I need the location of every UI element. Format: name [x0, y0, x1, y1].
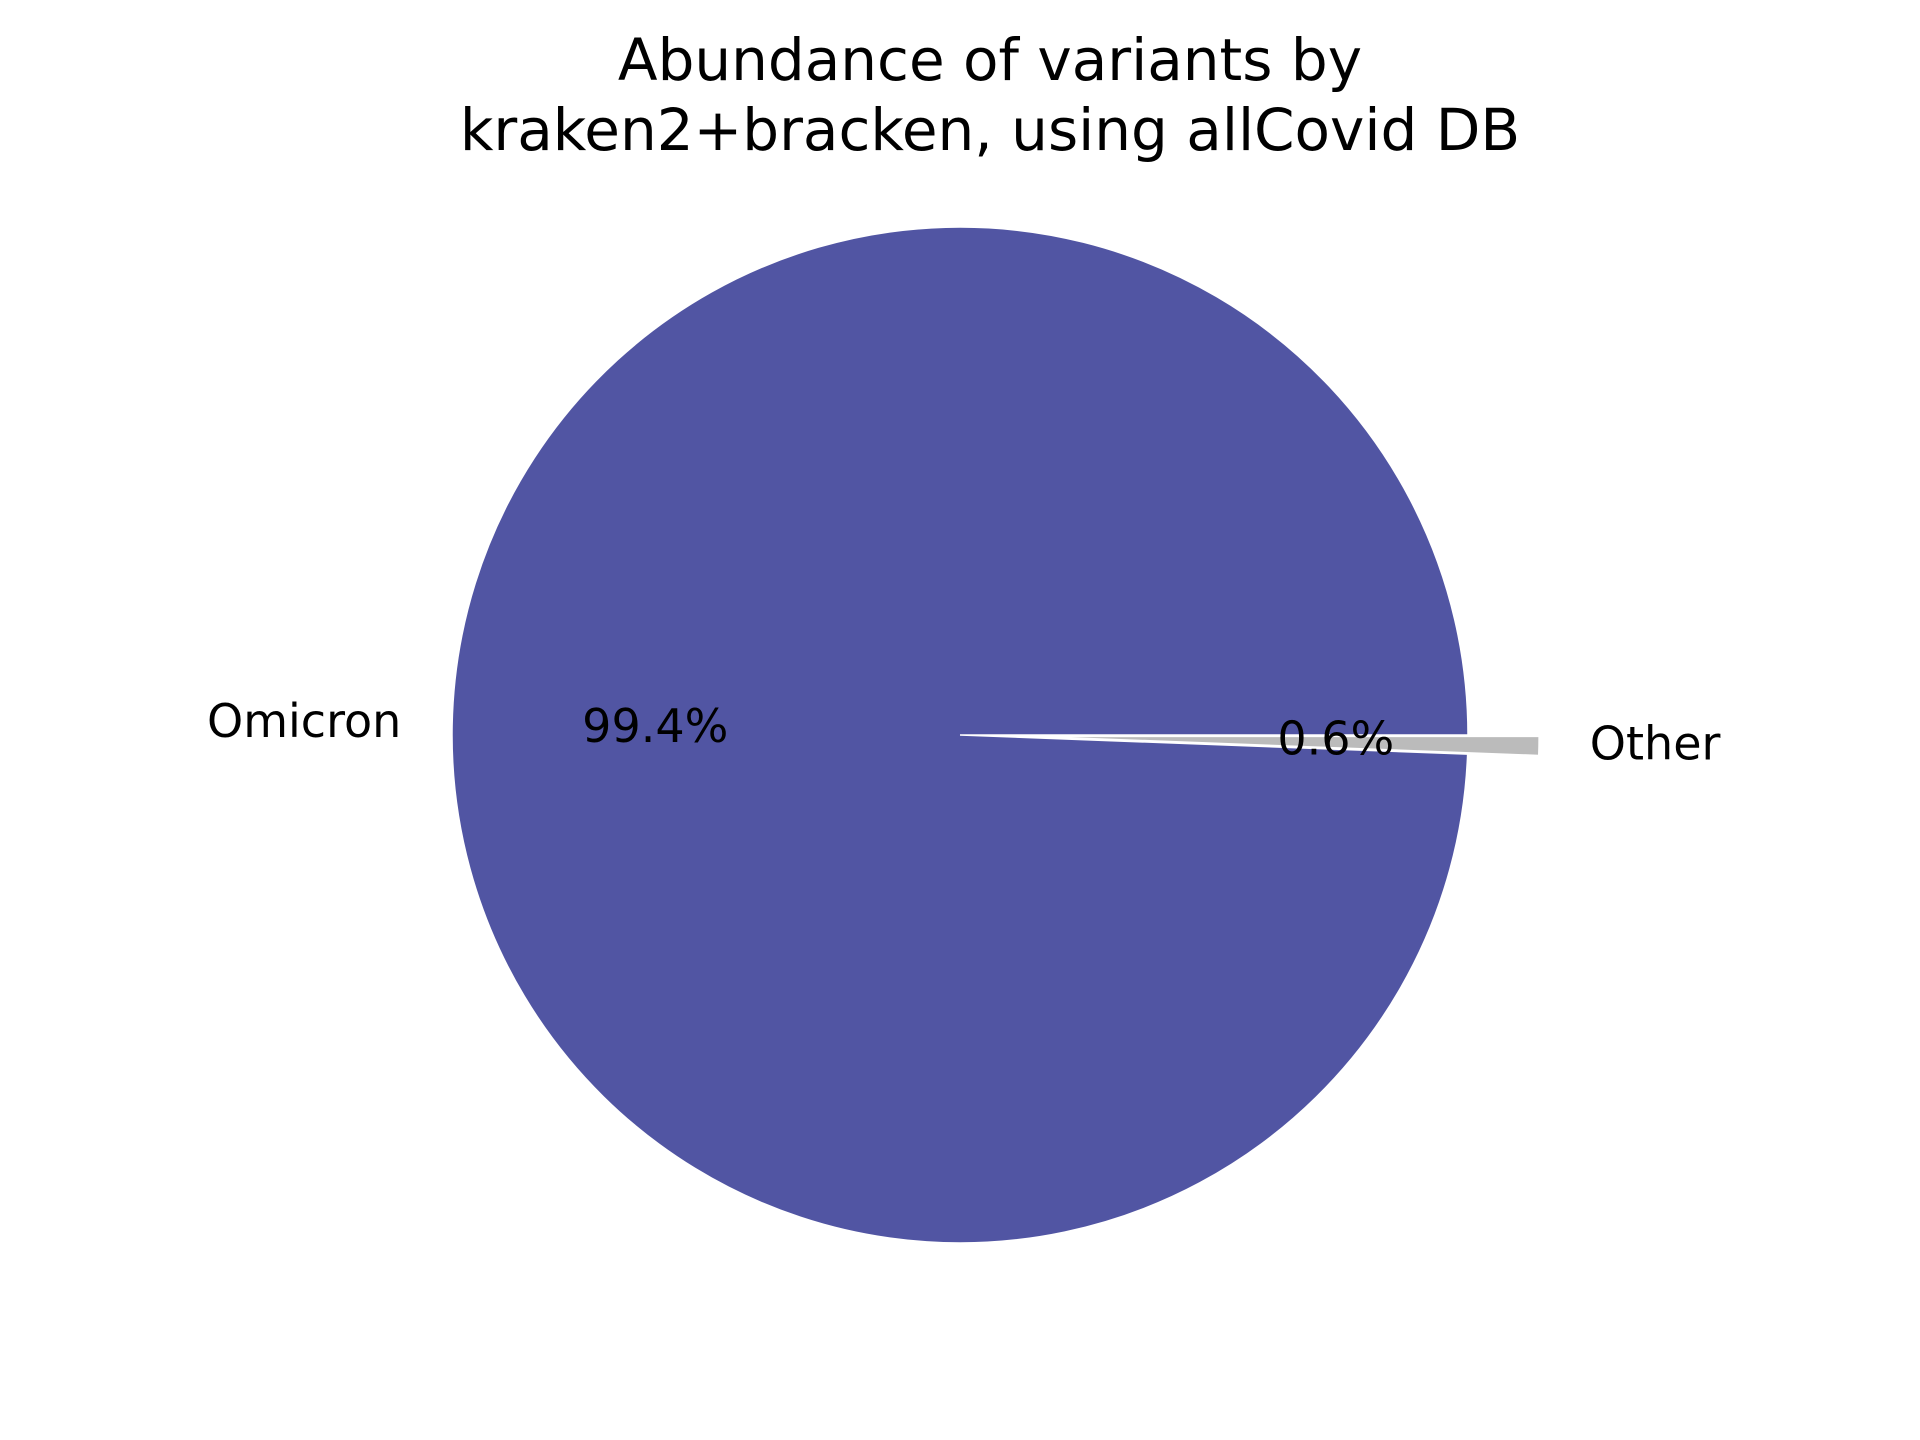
pie-slice-other [1031, 735, 1540, 757]
pie-labels: Omicron 99.4% Other 0.6% [207, 694, 1721, 770]
slice-label-omicron: Omicron [207, 694, 401, 748]
pie-slice-omicron [451, 226, 1469, 1244]
pct-label-other: 0.6% [1277, 712, 1394, 766]
pct-label-omicron: 99.4% [582, 699, 728, 753]
pie-slices [451, 226, 1540, 1244]
chart-title-line-2: kraken2+bracken, using allCovid DB [460, 96, 1520, 164]
chart-title-line-1: Abundance of variants by [618, 26, 1362, 94]
slice-label-other: Other [1590, 716, 1721, 770]
